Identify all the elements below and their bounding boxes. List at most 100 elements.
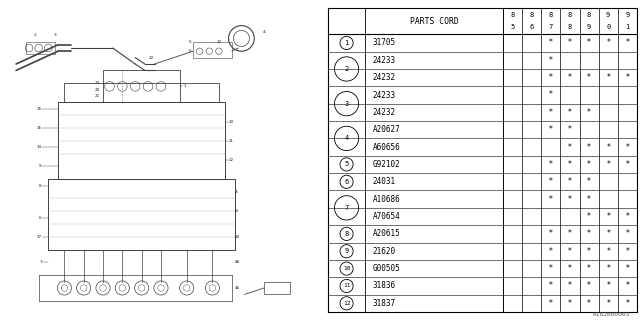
Text: 8: 8: [568, 24, 572, 30]
Text: 18: 18: [235, 260, 240, 264]
Text: 16: 16: [36, 126, 42, 130]
Text: 13: 13: [235, 235, 240, 239]
Text: 21: 21: [95, 94, 100, 98]
Text: *: *: [606, 38, 610, 47]
Text: *: *: [587, 264, 591, 273]
Text: 1: 1: [344, 40, 349, 46]
Text: 8: 8: [511, 12, 515, 18]
Text: 24233: 24233: [373, 91, 396, 100]
Text: *: *: [606, 143, 610, 152]
Text: 11: 11: [343, 284, 350, 288]
Text: 10: 10: [228, 120, 234, 124]
Text: 8: 8: [344, 231, 349, 237]
Text: *: *: [549, 160, 553, 169]
Text: A60656: A60656: [373, 143, 401, 152]
Text: *: *: [568, 160, 572, 169]
Bar: [103, 70, 180, 102]
Text: 2: 2: [34, 33, 36, 37]
Text: 24233: 24233: [373, 56, 396, 65]
Text: 1: 1: [184, 84, 186, 88]
Text: *: *: [549, 73, 553, 82]
Text: *: *: [549, 229, 553, 238]
Bar: [193, 42, 232, 58]
Text: 8: 8: [530, 12, 534, 18]
Text: 31836: 31836: [373, 282, 396, 291]
Text: *: *: [549, 91, 553, 100]
Text: *: *: [606, 247, 610, 256]
Text: 5: 5: [511, 24, 515, 30]
Text: *: *: [587, 160, 591, 169]
Text: *: *: [606, 160, 610, 169]
Text: A70654: A70654: [373, 212, 401, 221]
Text: *: *: [625, 247, 629, 256]
Text: 8: 8: [235, 209, 237, 213]
Text: *: *: [568, 38, 572, 47]
Text: *: *: [606, 73, 610, 82]
Text: G00505: G00505: [373, 264, 401, 273]
Text: 9: 9: [344, 248, 349, 254]
Text: 4: 4: [344, 135, 349, 141]
Text: A182B00065: A182B00065: [593, 312, 630, 317]
Text: *: *: [606, 264, 610, 273]
Text: *: *: [587, 195, 591, 204]
Text: *: *: [568, 73, 572, 82]
Text: 15: 15: [36, 107, 42, 111]
Text: 9: 9: [606, 12, 611, 18]
Text: 8: 8: [549, 12, 553, 18]
Text: 7: 7: [344, 205, 349, 211]
Text: A20615: A20615: [373, 229, 401, 238]
Text: 12: 12: [343, 301, 350, 306]
Bar: [58, 102, 225, 179]
Text: 23: 23: [95, 81, 100, 85]
Text: 6: 6: [39, 216, 42, 220]
Text: *: *: [568, 264, 572, 273]
Text: 31837: 31837: [373, 299, 396, 308]
Text: 3: 3: [53, 33, 56, 37]
Text: *: *: [587, 177, 591, 186]
Text: 9: 9: [587, 24, 591, 30]
Text: *: *: [568, 143, 572, 152]
Text: *: *: [568, 125, 572, 134]
Text: *: *: [568, 229, 572, 238]
Text: 31705: 31705: [373, 38, 396, 47]
Text: *: *: [549, 177, 553, 186]
Text: 6: 6: [189, 49, 191, 53]
Text: *: *: [625, 299, 629, 308]
Text: *: *: [625, 264, 629, 273]
Text: *: *: [549, 299, 553, 308]
Text: 9: 9: [39, 164, 42, 168]
Text: *: *: [587, 299, 591, 308]
Text: 5: 5: [344, 161, 349, 167]
Text: *: *: [549, 108, 553, 117]
Text: 6: 6: [344, 179, 349, 185]
Text: 17: 17: [36, 235, 42, 239]
Text: 8: 8: [587, 12, 591, 18]
Text: *: *: [625, 282, 629, 291]
Bar: [65, 83, 219, 102]
Text: 11: 11: [228, 139, 234, 143]
Text: *: *: [568, 108, 572, 117]
Text: *: *: [587, 282, 591, 291]
Text: *: *: [625, 143, 629, 152]
Text: *: *: [606, 212, 610, 221]
Text: *: *: [606, 282, 610, 291]
Text: 5: 5: [189, 40, 191, 44]
Text: 22: 22: [216, 40, 221, 44]
Text: 2: 2: [344, 66, 349, 72]
Text: 20: 20: [95, 88, 100, 92]
Text: G92102: G92102: [373, 160, 401, 169]
Text: *: *: [606, 229, 610, 238]
Text: *: *: [549, 247, 553, 256]
Text: *: *: [625, 160, 629, 169]
Bar: [48, 179, 235, 250]
Text: A10686: A10686: [373, 195, 401, 204]
Text: *: *: [587, 212, 591, 221]
Text: *: *: [587, 229, 591, 238]
Text: 24031: 24031: [373, 177, 396, 186]
Text: 16: 16: [235, 286, 240, 290]
Text: *: *: [549, 125, 553, 134]
Text: 24232: 24232: [373, 73, 396, 82]
Text: A20627: A20627: [373, 125, 401, 134]
Text: 10: 10: [343, 266, 350, 271]
Text: 7: 7: [39, 260, 42, 264]
